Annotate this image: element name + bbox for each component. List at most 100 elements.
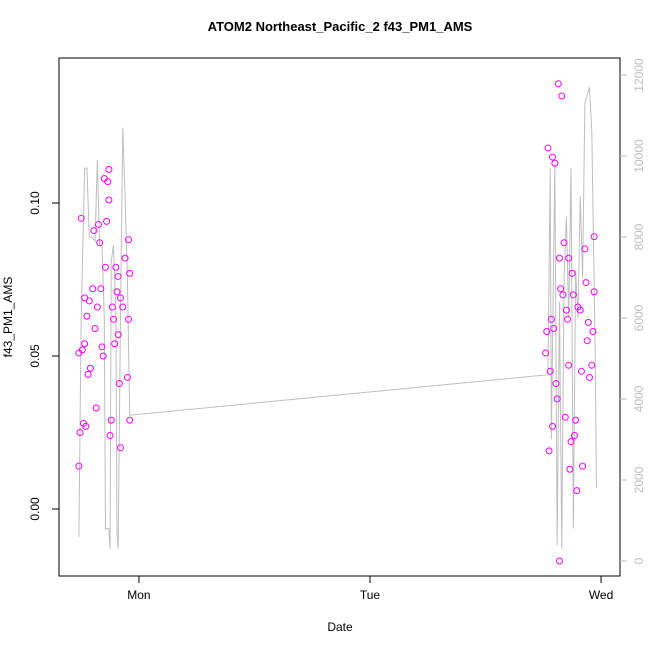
point <box>572 416 580 424</box>
y2-tick-label: 0 <box>632 557 646 564</box>
point <box>101 263 109 271</box>
y-tick-label: 0.00 <box>28 497 42 521</box>
point <box>92 404 100 412</box>
chart-title: ATOM2 Northeast_Pacific_2 f43_PM1_AMS <box>208 19 473 34</box>
y2-tick-label: 10000 <box>632 139 646 173</box>
point <box>116 444 124 452</box>
point <box>543 328 551 336</box>
point <box>581 245 589 253</box>
point <box>577 367 585 375</box>
point <box>570 432 578 440</box>
line <box>78 87 597 549</box>
point <box>551 159 559 167</box>
point <box>116 294 124 302</box>
point <box>542 349 550 357</box>
point <box>558 92 566 100</box>
point <box>125 315 133 323</box>
point <box>547 315 555 323</box>
point <box>108 303 116 311</box>
point <box>544 144 552 152</box>
point <box>113 288 121 296</box>
point <box>590 288 598 296</box>
plot-box <box>58 57 621 577</box>
point <box>557 285 565 293</box>
point <box>104 178 112 186</box>
point <box>103 217 111 225</box>
point <box>579 462 587 470</box>
point <box>75 462 83 470</box>
x-axis-title: Date <box>327 620 353 634</box>
point <box>85 297 93 305</box>
point <box>96 239 104 247</box>
point <box>564 315 572 323</box>
y2-tick-label: 8000 <box>632 223 646 250</box>
point <box>560 239 568 247</box>
point <box>76 429 84 437</box>
point <box>81 340 89 348</box>
point <box>589 328 597 336</box>
point <box>105 196 113 204</box>
point <box>107 416 115 424</box>
point <box>106 432 114 440</box>
point <box>545 447 553 455</box>
y-tick-label: 0.05 <box>28 344 42 368</box>
point <box>561 413 569 421</box>
point <box>83 312 91 320</box>
point <box>559 291 567 299</box>
point <box>554 80 562 88</box>
point <box>555 557 563 565</box>
point <box>566 465 574 473</box>
y2-tick-label: 6000 <box>632 304 646 331</box>
point <box>86 364 94 372</box>
point <box>95 220 103 228</box>
x-tick-label: Mon <box>127 588 150 602</box>
point <box>567 438 575 446</box>
point <box>568 269 576 277</box>
point <box>552 380 560 388</box>
point <box>114 331 122 339</box>
point <box>112 263 120 271</box>
point <box>582 279 590 287</box>
point <box>98 343 106 351</box>
point <box>562 306 570 314</box>
point <box>590 233 598 241</box>
point <box>110 315 118 323</box>
point <box>583 337 591 345</box>
point <box>91 324 99 332</box>
point <box>97 285 105 293</box>
point <box>588 361 596 369</box>
y-tick-label: 0.10 <box>28 191 42 215</box>
point <box>111 340 119 348</box>
point <box>569 291 577 299</box>
point <box>565 254 573 262</box>
point <box>586 373 594 381</box>
point <box>115 380 123 388</box>
y2-tick-label: 4000 <box>632 385 646 412</box>
point <box>576 306 584 314</box>
point <box>114 272 122 280</box>
point <box>546 367 554 375</box>
point <box>119 303 127 311</box>
point <box>584 318 592 326</box>
point <box>93 303 101 311</box>
point <box>90 227 98 235</box>
point <box>549 153 557 161</box>
point <box>121 254 129 262</box>
point <box>550 324 558 332</box>
point <box>126 269 134 277</box>
point <box>126 416 134 424</box>
point <box>99 352 107 360</box>
point <box>84 370 92 378</box>
y-axis-title: f43_PM1_AMS <box>1 277 15 358</box>
x-tick-label: Wed <box>589 588 613 602</box>
point <box>105 165 113 173</box>
point <box>78 346 86 354</box>
point <box>549 422 557 430</box>
y2-tick-label: 12000 <box>632 58 646 92</box>
point <box>77 214 85 222</box>
point <box>553 395 561 403</box>
point <box>125 236 133 244</box>
point <box>89 285 97 293</box>
point <box>555 254 563 262</box>
